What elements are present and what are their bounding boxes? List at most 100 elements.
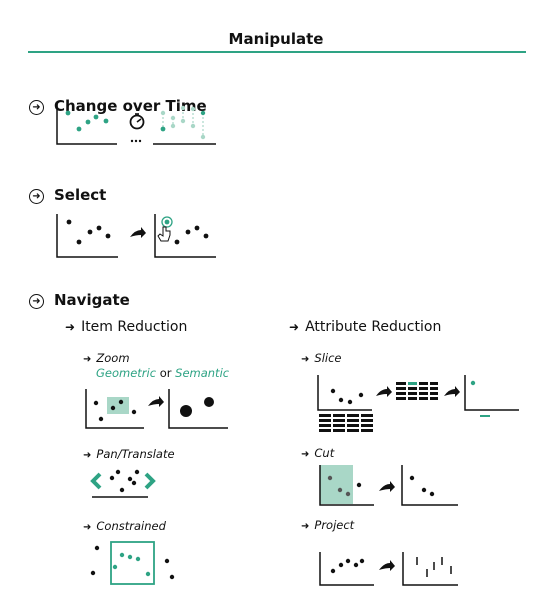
point [409, 475, 415, 481]
selected-point [164, 219, 170, 225]
technique-slice: ➜ Slice [301, 351, 341, 365]
stacked-slices-selected [396, 382, 438, 400]
cut-region [320, 465, 353, 504]
point [345, 491, 351, 497]
past-point [170, 115, 176, 121]
section-label: Navigate [54, 291, 130, 309]
page-title: Manipulate [228, 30, 324, 48]
axes-before [85, 389, 144, 429]
point [127, 476, 133, 482]
point [103, 118, 109, 124]
select-diagram [56, 214, 216, 258]
technique-zoom: ➜ Zoom [83, 351, 130, 365]
section-label: Select [54, 186, 107, 204]
point [119, 487, 125, 493]
cut-diagram [319, 465, 458, 506]
point [337, 487, 343, 493]
stacked-slices-below [319, 414, 373, 432]
point [105, 233, 111, 239]
point [134, 469, 140, 475]
axes-after [154, 214, 216, 258]
technique-label: Zoom [96, 351, 130, 365]
point [169, 574, 175, 580]
scatter-points-after [160, 105, 206, 140]
pan-right-icon [144, 472, 156, 490]
point [145, 571, 151, 577]
title-divider [28, 51, 526, 53]
arrow-icon: ➜ [83, 354, 92, 365]
point [98, 416, 104, 422]
point [115, 469, 121, 475]
point [93, 400, 99, 406]
point [359, 558, 365, 564]
subsection-attribute-reduction: ➜ Attribute Reduction [289, 319, 441, 335]
arrow-icon: ➜ [301, 449, 310, 460]
point [131, 409, 137, 415]
point [96, 225, 102, 231]
past-point [180, 105, 186, 111]
technique-label: Slice [314, 351, 342, 365]
selection-highlight [161, 216, 173, 228]
pan-left-icon [90, 472, 102, 490]
zoom-region [107, 397, 129, 414]
subsection-label: Item Reduction [81, 319, 188, 335]
past-point [190, 123, 196, 129]
technique-label: Constrained [96, 519, 166, 533]
axes-after [168, 389, 228, 429]
section-select: ➜ Select [29, 186, 106, 204]
point [330, 388, 336, 394]
point [174, 239, 180, 245]
point [327, 475, 333, 481]
point [109, 475, 115, 481]
point [356, 482, 362, 488]
point [76, 126, 82, 132]
point [112, 564, 118, 570]
axes-after [402, 552, 458, 586]
section-navigate: ➜ Navigate [29, 291, 130, 309]
constrained-diagram [90, 541, 175, 585]
stopwatch-icon [129, 113, 145, 130]
point [131, 480, 137, 486]
axes-before [56, 214, 118, 258]
arrow-icon: ➜ [289, 320, 300, 334]
zoomed-point [180, 405, 192, 417]
point [421, 487, 427, 493]
geometric-label: Geometric [96, 366, 157, 380]
technique-cut: ➜ Cut [301, 446, 334, 460]
point [119, 552, 125, 558]
past-point [190, 106, 196, 112]
point [85, 119, 91, 125]
point [66, 219, 72, 225]
point [200, 110, 206, 116]
arrow-icon: ➜ [301, 521, 310, 532]
point [345, 558, 351, 564]
ellipsis-icon [130, 139, 142, 143]
scatter-points-before [65, 110, 109, 132]
zoomed-point [204, 397, 214, 407]
transition-arrow-icon [376, 386, 392, 397]
point [90, 570, 96, 576]
point [76, 239, 82, 245]
zoom-diagram [85, 389, 228, 429]
point [94, 545, 100, 551]
technique-label: Cut [314, 446, 335, 460]
point [127, 554, 133, 560]
axes-after [401, 465, 458, 506]
axes-before [56, 104, 117, 145]
circle-arrow-icon: ➜ [29, 189, 44, 204]
technique-pan: ➜ Pan/Translate [83, 447, 175, 461]
point [358, 392, 364, 398]
subsection-item-reduction: ➜ Item Reduction [65, 319, 187, 335]
point [135, 556, 141, 562]
subsection-label: Attribute Reduction [305, 319, 442, 335]
section-label: Change over Time [54, 97, 207, 115]
transition-arrow-icon [130, 227, 146, 238]
point [160, 126, 166, 132]
zoom-variants: Geometric or Semantic [96, 366, 229, 380]
point [118, 399, 124, 405]
axes-after [464, 375, 519, 411]
pan-diagram [90, 469, 156, 498]
circle-arrow-icon: ➜ [29, 294, 44, 309]
past-point [170, 123, 176, 129]
point [338, 397, 344, 403]
